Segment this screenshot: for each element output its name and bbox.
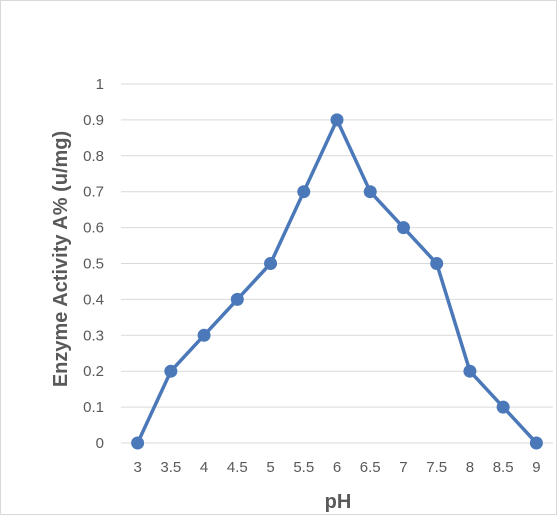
- data-point: [363, 185, 377, 199]
- x-tick-label: 9: [532, 459, 540, 476]
- y-tick-label: 0.3: [83, 327, 104, 344]
- data-point: [131, 436, 145, 450]
- y-tick-label: 0.5: [83, 256, 104, 273]
- data-point: [164, 364, 178, 378]
- data-point: [330, 113, 344, 127]
- series-line: [136, 118, 538, 445]
- series-layer: [131, 113, 543, 450]
- x-tick-label: 5: [266, 459, 274, 476]
- x-tick-label: 3.5: [160, 459, 181, 476]
- y-tick-label: 0.1: [83, 399, 104, 416]
- data-point: [297, 185, 311, 199]
- data-point: [430, 257, 444, 270]
- y-tick-label: 0.9: [83, 112, 104, 129]
- data-point: [496, 400, 510, 414]
- y-tick-label: 0.7: [83, 184, 104, 201]
- x-tick-label: 8.5: [493, 459, 514, 476]
- x-tick-label: 6: [333, 459, 341, 476]
- data-point: [197, 328, 211, 342]
- y-axis-title: Enzyme Activity A% (u/mg): [50, 131, 72, 387]
- data-point: [230, 292, 244, 306]
- y-axis-ticks: 0 0.1 0.2 0.3 0.4 0.5 0.6 0.7 0.8 0.9 1: [83, 76, 104, 452]
- data-point: [463, 364, 477, 378]
- y-tick-label: 0.8: [83, 148, 104, 165]
- x-tick-label: 5.5: [293, 459, 314, 476]
- x-tick-label: 7: [399, 459, 407, 476]
- x-tick-label: 4.5: [227, 459, 248, 476]
- x-tick-label: 8: [466, 459, 474, 476]
- x-tick-label: 3: [133, 459, 141, 476]
- data-point: [396, 221, 410, 235]
- y-tick-label: 0.4: [83, 291, 104, 308]
- y-tick-label: 0.2: [83, 363, 104, 380]
- x-tick-label: 6.5: [360, 459, 381, 476]
- gridlines: [121, 83, 553, 444]
- x-axis-title: pH: [325, 491, 352, 513]
- data-point: [264, 257, 278, 270]
- x-tick-label: 4: [200, 459, 208, 476]
- y-tick-label: 1: [96, 76, 104, 93]
- y-tick-label: 0: [96, 435, 104, 452]
- data-point: [529, 436, 543, 450]
- x-axis-ticks: 3 3.5 4 4.5 5 5.5 6 6.5 7 7.5 8 8.5 9: [133, 459, 540, 476]
- y-tick-label: 0.6: [83, 220, 104, 237]
- x-tick-label: 7.5: [426, 459, 447, 476]
